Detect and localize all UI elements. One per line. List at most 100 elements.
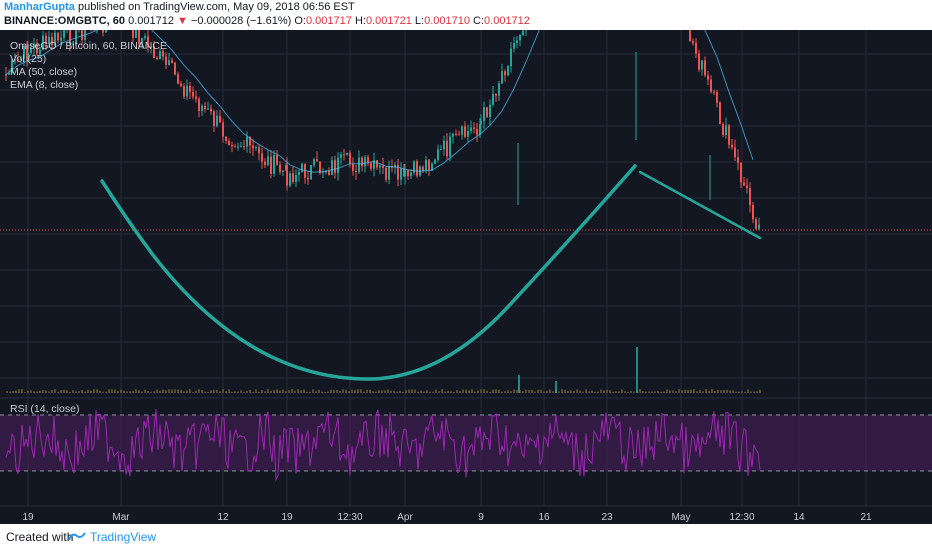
- volume-bar: [579, 390, 581, 393]
- volume-bar: [420, 390, 422, 393]
- candle-body: [301, 163, 303, 172]
- volume-bar: [279, 390, 281, 393]
- candle-body: [219, 115, 221, 123]
- candle-body: [719, 102, 721, 125]
- volume-bar: [486, 390, 488, 393]
- legend-ma[interactable]: MA (50, close): [10, 66, 78, 78]
- candle-body: [237, 146, 239, 148]
- volume-bar: [33, 391, 35, 393]
- volume-bar: [54, 389, 56, 393]
- time-tick-label: 23: [601, 512, 613, 523]
- volume-bar: [720, 390, 722, 393]
- candle-body: [156, 58, 158, 60]
- candle-body: [486, 107, 488, 118]
- candle-body: [519, 35, 521, 41]
- volume-bar: [489, 391, 491, 393]
- candle-body: [737, 157, 739, 164]
- volume-bar: [621, 389, 623, 393]
- candle-body: [72, 43, 74, 45]
- publish-info: published on TradingView.com, May 09, 20…: [77, 1, 355, 13]
- volume-bar: [78, 391, 80, 393]
- volume-bar: [618, 391, 620, 393]
- volume-bar: [105, 391, 107, 393]
- candle-body: [437, 149, 439, 160]
- candle-body: [455, 133, 457, 135]
- volume-bar: [645, 391, 647, 393]
- rsi-legend[interactable]: RSI (14, close): [10, 403, 80, 415]
- volume-bar: [585, 389, 587, 393]
- volume-bar: [699, 390, 701, 393]
- volume-bar: [66, 390, 68, 393]
- time-axis: 19 Mar 12 19 12:30 Apr 9 16 23 May 12:30 14 21: [22, 512, 872, 523]
- candle-body: [33, 43, 35, 48]
- candle-body: [689, 17, 691, 42]
- volume-bar: [675, 391, 677, 393]
- volume-bar: [12, 391, 14, 393]
- time-tick-label: 19: [22, 512, 34, 523]
- candle-body: [69, 25, 71, 45]
- candle-body: [14, 59, 16, 61]
- volume-bar: [630, 390, 632, 393]
- volume-bar: [747, 389, 749, 393]
- volume-bar: [237, 391, 239, 393]
- volume-bar: [726, 389, 728, 393]
- time-tick-label: 14: [793, 512, 805, 523]
- volume-bar: [690, 389, 692, 393]
- candle-body: [213, 111, 215, 126]
- volume-bar: [576, 389, 578, 393]
- candle-body: [45, 35, 47, 44]
- candle-body: [228, 140, 230, 146]
- legend-vol[interactable]: Vol (25): [10, 53, 47, 65]
- volume-bar: [252, 391, 254, 393]
- candle-body: [30, 47, 32, 53]
- candle-body: [5, 74, 7, 76]
- volume-bar: [669, 390, 671, 393]
- volume-bar: [306, 391, 308, 393]
- candle-body: [171, 60, 173, 63]
- volume-bar: [21, 389, 23, 393]
- candle-body: [135, 26, 137, 38]
- volume-bar: [69, 391, 71, 393]
- candle-body: [476, 128, 478, 135]
- candle-body: [276, 155, 278, 165]
- volume-bar: [261, 389, 263, 393]
- created-with-label: Created with: [6, 530, 74, 544]
- high-label: H:: [354, 15, 366, 27]
- candle-body: [57, 32, 59, 41]
- volume-bar: [327, 391, 329, 393]
- candle-body: [153, 46, 155, 59]
- candle-body: [367, 157, 369, 164]
- cup-drawing[interactable]: [100, 164, 637, 381]
- candle-body: [39, 49, 41, 54]
- candle-body: [147, 36, 149, 48]
- volume-bar: [450, 391, 452, 393]
- candle-body: [416, 161, 418, 176]
- volume-bar: [123, 390, 125, 393]
- volume-bar: [402, 391, 404, 393]
- candle-body: [473, 127, 475, 129]
- time-tick-label: 21: [860, 512, 872, 523]
- open-label: O:: [294, 15, 306, 27]
- price-chart-svg[interactable]: 19 Mar 12 19 12:30 Apr 9 16 23 May 12:30 14 21: [0, 0, 932, 524]
- volume-bar: [312, 389, 314, 393]
- rsi-band: [0, 415, 932, 471]
- candle-body: [449, 136, 451, 157]
- candle-body: [464, 126, 466, 137]
- candle-body: [165, 56, 167, 65]
- volume-bar: [570, 390, 572, 393]
- volume-bar: [102, 391, 104, 393]
- volume-bar: [264, 391, 266, 393]
- tradingview-brand-link[interactable]: TradingView: [90, 530, 157, 544]
- volume-bar: [129, 391, 131, 393]
- chart-area[interactable]: 19 Mar 12 19 12:30 Apr 9 16 23 May 12:30 14 21 Omise…: [0, 0, 932, 524]
- volume-bar: [639, 389, 641, 393]
- trend-drawing[interactable]: [638, 170, 762, 240]
- candle-body: [404, 170, 406, 177]
- candle-body: [192, 91, 194, 97]
- candle-body: [349, 152, 351, 164]
- legend-ema[interactable]: EMA (8, close): [10, 79, 79, 91]
- candle-body: [198, 98, 200, 111]
- volume-bar: [231, 391, 233, 393]
- author-link[interactable]: ManharGupta: [4, 1, 75, 13]
- candle-body: [42, 35, 44, 50]
